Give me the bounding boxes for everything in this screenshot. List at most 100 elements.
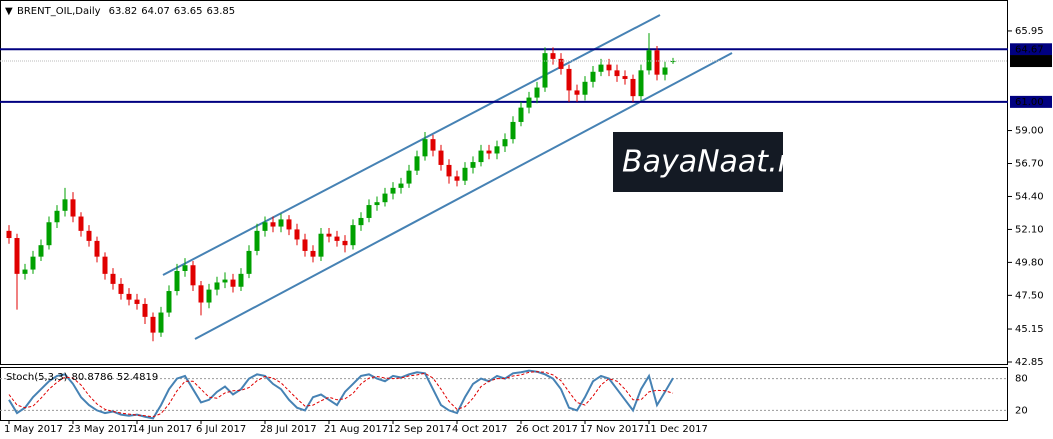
candle-body	[270, 222, 276, 227]
candle-body	[302, 239, 308, 251]
candle-body	[358, 217, 364, 226]
candle-body	[614, 70, 620, 77]
last-low: 63.65	[174, 6, 203, 17]
x-tick-label: 23 May 2017	[68, 424, 133, 435]
candle-body	[478, 150, 484, 163]
candle-body	[46, 222, 52, 246]
candle-body	[278, 219, 284, 227]
x-tick-label: 4 Oct 2017	[452, 424, 507, 435]
candle-body	[190, 265, 196, 286]
y-tick-label: 20	[1015, 405, 1028, 416]
candle-body	[550, 53, 556, 59]
candle-body	[526, 97, 532, 108]
candle-body	[246, 250, 252, 274]
candle-body	[182, 265, 188, 271]
last-price-tag	[1010, 55, 1052, 68]
x-tick-label: 11 Dec 2017	[644, 424, 708, 435]
watermark: BayaNaat.net	[622, 145, 828, 180]
candle-body	[118, 283, 124, 294]
candle-body	[470, 162, 476, 168]
last-high: 64.07	[141, 6, 170, 17]
y-tick-label: 59.00	[1015, 126, 1044, 137]
candle-body	[6, 230, 12, 239]
candle-body	[438, 150, 444, 165]
y-tick-label: 49.80	[1015, 257, 1044, 268]
last-close: 63.85	[207, 6, 236, 17]
y-tick-label: 47.50	[1015, 290, 1044, 301]
candle-body	[294, 229, 300, 240]
main-value: 80.8786	[71, 372, 112, 383]
candle-body	[566, 68, 572, 91]
candle-body	[662, 67, 668, 75]
watermark-box	[613, 132, 783, 192]
candle-body	[94, 240, 100, 257]
menu-arrow: ▼	[5, 6, 13, 17]
stoch-line	[8, 371, 674, 418]
y-tick-label: 56.70	[1015, 159, 1044, 170]
y-tick-label: 65.95	[1015, 26, 1044, 37]
candle-body	[134, 299, 140, 304]
candle-body	[446, 164, 452, 177]
x-tick-label: 6 Jul 2017	[196, 424, 246, 435]
candle-body	[222, 279, 228, 283]
indicator-name: Stoch(5,3,3)	[6, 372, 68, 383]
candle-body	[342, 240, 348, 246]
y-tick-label: 45.15	[1015, 324, 1044, 335]
candle-body	[70, 199, 76, 217]
candle-body	[430, 139, 436, 151]
candle-body	[646, 50, 652, 71]
main-frame	[0, 0, 1008, 365]
candle-body	[398, 183, 404, 188]
candle-body	[414, 156, 420, 171]
candle-body	[590, 71, 596, 82]
candle-body	[582, 81, 588, 95]
candle-body	[238, 273, 244, 287]
header-text: BRENT_OIL,Daily 63.82 64.07 63.65 63.85	[17, 6, 235, 17]
candle-body	[14, 238, 20, 274]
candle-body	[310, 250, 316, 257]
candle-body	[406, 170, 412, 184]
candle-body	[382, 193, 388, 203]
y-tick-label: 80	[1015, 374, 1028, 385]
candle-body	[78, 216, 84, 231]
candle-body	[150, 316, 156, 333]
candle-body	[286, 219, 292, 230]
channel-lower	[194, 52, 733, 340]
candle-body	[654, 50, 660, 75]
candle-body	[366, 205, 372, 218]
signal-value: 52.4819	[117, 372, 158, 383]
candle-body	[518, 107, 524, 122]
stoch-line	[8, 369, 674, 420]
candle-body	[622, 76, 628, 79]
candle-body	[102, 256, 108, 274]
candle-body	[502, 139, 508, 147]
last-price-label: 63.85	[1015, 56, 1044, 67]
candle-body	[574, 90, 580, 95]
x-tick-label: 21 Aug 2017	[324, 424, 388, 435]
candle-body	[486, 150, 492, 154]
candle-body	[630, 78, 636, 97]
candle-body	[262, 222, 268, 231]
indicator-frame	[0, 367, 1008, 421]
y-tick-label: 54.40	[1015, 191, 1044, 202]
symbol: BRENT_OIL,Daily	[17, 6, 101, 17]
candle-body	[318, 233, 324, 257]
candle-body	[606, 64, 612, 71]
candle-body	[558, 58, 564, 69]
candle-body	[198, 285, 204, 303]
candle-body	[30, 256, 36, 270]
x-tick-label: 12 Sep 2017	[388, 424, 451, 435]
y-tick-label: 52.10	[1015, 224, 1044, 235]
candle-body	[62, 199, 68, 211]
x-tick-label: 17 Nov 2017	[580, 424, 644, 435]
x-tick-label: 14 Jun 2017	[132, 424, 192, 435]
level-tag	[1010, 43, 1052, 56]
candle-body	[158, 312, 164, 333]
candle-body	[494, 146, 500, 154]
candle-body	[374, 202, 380, 206]
candle-body	[542, 53, 548, 88]
candle-body	[38, 245, 44, 257]
level-label: 64.67	[1015, 44, 1044, 55]
